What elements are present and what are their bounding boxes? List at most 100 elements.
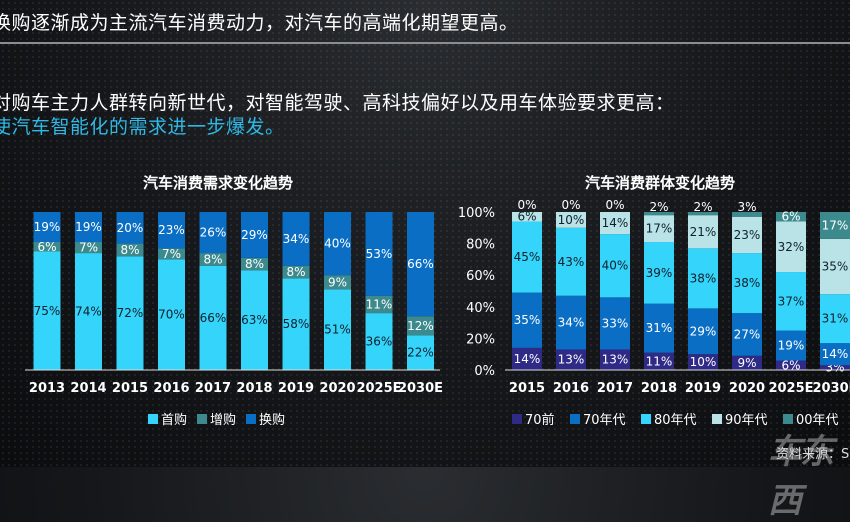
data-label: 0% xyxy=(517,198,536,212)
data-label: 9% xyxy=(737,356,756,370)
data-label: 17% xyxy=(646,222,673,236)
data-label: 0% xyxy=(605,198,624,212)
legend-swatch xyxy=(783,414,793,424)
data-label: 36% xyxy=(366,335,393,349)
legend-label: 增购 xyxy=(210,412,236,428)
data-label: 10% xyxy=(558,213,585,227)
y-tick-label: 100% xyxy=(458,206,495,221)
data-label: 33% xyxy=(602,316,629,330)
data-label: 43% xyxy=(558,255,585,269)
watermark-logo: 车东西 xyxy=(768,424,850,522)
x-tick-label: 2016 xyxy=(153,381,189,396)
legend-swatch xyxy=(246,414,256,424)
data-label: 53% xyxy=(366,247,393,261)
legend-swatch xyxy=(712,414,722,424)
data-label: 35% xyxy=(822,260,849,274)
data-label: 34% xyxy=(558,316,585,330)
source-note: 资料来源：SI xyxy=(776,443,850,462)
x-tick-label: 2019 xyxy=(685,381,721,396)
data-label: 26% xyxy=(200,226,227,240)
charts-canvas: 汽车消费需求变化趋势0%20%40%60%80%100%75%6%19%2013… xyxy=(0,0,850,467)
data-label: 14% xyxy=(602,216,629,230)
data-label: 11% xyxy=(366,297,393,311)
x-tick-label: 2013 xyxy=(29,381,65,396)
x-tick-label: 2025E xyxy=(768,381,813,396)
data-label: 75% xyxy=(34,304,61,318)
data-label: 6% xyxy=(781,210,800,224)
data-label: 19% xyxy=(34,220,61,234)
data-label: 23% xyxy=(158,223,185,237)
x-tick-label: 2014 xyxy=(70,381,106,396)
y-tick-label: 40% xyxy=(466,301,495,316)
data-label: 8% xyxy=(245,257,264,271)
chart-title: 汽车消费需求变化趋势 xyxy=(143,174,293,192)
data-label: 51% xyxy=(324,323,351,337)
x-tick-label: 2017 xyxy=(597,381,633,396)
data-label: 45% xyxy=(514,250,541,264)
data-label: 38% xyxy=(734,276,761,290)
data-label: 40% xyxy=(324,237,351,251)
x-tick-label: 2018 xyxy=(236,381,272,396)
data-label: 19% xyxy=(75,220,102,234)
chart-title: 汽车消费群体变化趋势 xyxy=(585,174,735,192)
data-label: 66% xyxy=(407,257,434,271)
legend-label: 90年代 xyxy=(725,413,768,428)
data-label: 21% xyxy=(690,225,717,239)
data-label: 74% xyxy=(75,305,102,319)
data-label: 17% xyxy=(822,218,849,232)
data-label: 14% xyxy=(514,352,541,366)
data-label: 13% xyxy=(602,353,629,367)
data-label: 23% xyxy=(734,228,761,242)
y-tick-label: 20% xyxy=(466,332,495,347)
data-label: 14% xyxy=(822,347,849,361)
x-tick-label: 2020 xyxy=(729,381,765,396)
legend-swatch xyxy=(197,414,207,424)
data-label: 8% xyxy=(120,243,139,257)
data-label: 10% xyxy=(690,355,717,369)
data-label: 8% xyxy=(286,265,305,279)
data-label: 35% xyxy=(514,313,541,327)
data-label: 37% xyxy=(778,294,805,308)
data-label: 29% xyxy=(690,324,717,338)
data-label: 66% xyxy=(200,311,227,325)
data-label: 11% xyxy=(646,354,673,368)
data-label: 31% xyxy=(822,312,849,326)
data-label: 7% xyxy=(79,241,98,255)
legend-swatch xyxy=(570,414,580,424)
data-label: 7% xyxy=(162,247,181,261)
data-label: 19% xyxy=(778,339,805,353)
data-label: 13% xyxy=(558,353,585,367)
legend-swatch xyxy=(641,414,651,424)
x-tick-label: 2015 xyxy=(112,381,148,396)
data-label: 2% xyxy=(693,200,712,214)
data-label: 58% xyxy=(283,317,310,331)
data-label: 72% xyxy=(117,306,144,320)
data-label: 27% xyxy=(734,327,761,341)
legend-label: 首购 xyxy=(161,412,187,428)
data-label: 39% xyxy=(646,266,673,280)
y-tick-label: 80% xyxy=(466,238,495,253)
legend-label: 70年代 xyxy=(583,413,626,428)
legend-swatch xyxy=(148,414,158,424)
data-label: 22% xyxy=(407,346,434,360)
x-tick-label: 2020 xyxy=(319,381,355,396)
y-tick-label: 0% xyxy=(474,364,495,379)
data-label: 3% xyxy=(737,200,756,214)
x-tick-label: 2017 xyxy=(195,381,231,396)
data-label: 2% xyxy=(649,200,668,214)
data-label: 31% xyxy=(646,321,673,335)
data-label: 63% xyxy=(241,313,268,327)
x-tick-label: 2016 xyxy=(553,381,589,396)
data-label: 34% xyxy=(283,232,310,246)
legend-label: 80年代 xyxy=(654,413,697,428)
data-label: 9% xyxy=(328,275,347,289)
x-tick-label: 2018 xyxy=(641,381,677,396)
data-label: 12% xyxy=(407,319,434,333)
x-tick-label: 2019 xyxy=(278,381,314,396)
x-tick-label: 2015 xyxy=(509,381,545,396)
data-label: 20% xyxy=(117,221,144,235)
data-label: 70% xyxy=(158,308,185,322)
x-tick-label: 2025E xyxy=(356,381,401,396)
data-label: 38% xyxy=(690,271,717,285)
data-label: 32% xyxy=(778,240,805,254)
